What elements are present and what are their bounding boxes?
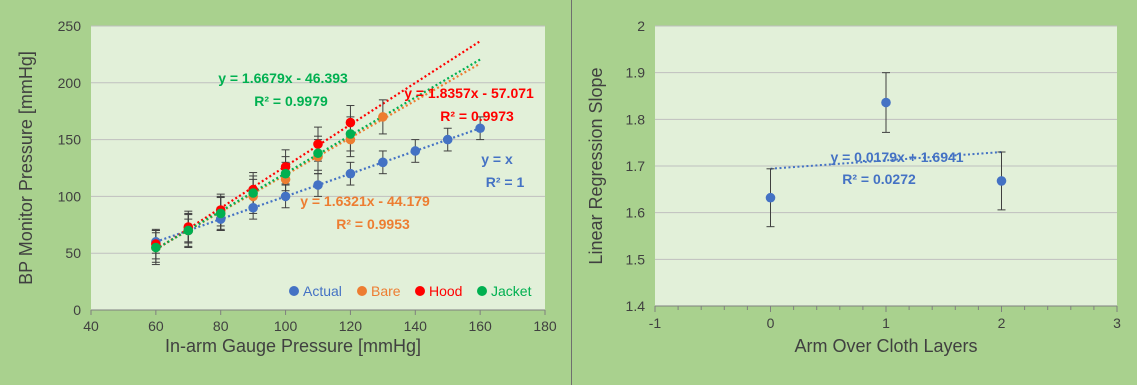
legend-label-hood: Hood xyxy=(429,283,462,299)
data-point-jacket xyxy=(280,168,291,179)
legend-label-bare: Bare xyxy=(371,283,401,299)
data-point-hood xyxy=(313,139,323,149)
y-tick-label: 50 xyxy=(65,245,81,261)
x-tick-label: 40 xyxy=(83,318,99,334)
trendline-r2-actual: R² = 1 xyxy=(486,174,525,190)
legend-marker-actual xyxy=(289,286,299,296)
x-tick-label: 180 xyxy=(533,318,557,334)
trendline-equation-jacket: y = 1.6679x - 46.393 xyxy=(218,70,348,86)
x-tick-label: 0 xyxy=(767,315,775,331)
data-point-actual xyxy=(313,180,323,190)
trendline-equation-actual: y = x xyxy=(481,151,513,167)
trendline-equation-bare: y = 1.6321x - 44.179 xyxy=(300,193,430,209)
data-point-actual xyxy=(475,123,485,134)
y-tick-label: 250 xyxy=(58,18,82,34)
bp-pressure-chart: 0 50 100 150 200 250 40 60 80 100 120 140 160 180 In-a… xyxy=(16,18,557,356)
trendline-bare xyxy=(155,62,481,250)
regression-slope-chart: 1.4 1.5 1.6 1.7 1.8 1.9 2 -1 0 1 2 3 Arm Over Cloth … xyxy=(586,18,1121,356)
legend-label-actual: Actual xyxy=(303,283,342,299)
data-point-jacket xyxy=(183,225,194,236)
y-tick-label: 150 xyxy=(58,132,82,148)
x-tick-label: 80 xyxy=(213,318,229,334)
data-point-actual xyxy=(410,146,421,156)
y-tick-label: 1.6 xyxy=(626,205,646,221)
data-point-jacket xyxy=(215,208,226,219)
y-tick-label: 2 xyxy=(637,18,645,34)
trendline-r2-hood: R² = 0.9973 xyxy=(440,108,514,124)
data-point-jacket xyxy=(345,129,356,139)
data-point-jacket xyxy=(248,188,258,198)
y-tick-label: 1.8 xyxy=(626,111,646,127)
data-point-actual xyxy=(378,157,388,168)
y-tick-label: 1.4 xyxy=(626,298,646,314)
data-point xyxy=(996,176,1007,186)
y-axis-title: Linear Regression Slope xyxy=(586,67,606,264)
trendline-equation: y = 0.0179x + 1.6941 xyxy=(830,149,963,165)
y-tick-label: 0 xyxy=(73,302,81,318)
data-point-actual xyxy=(345,168,356,179)
data-point-jacket xyxy=(313,148,323,159)
data-point-actual xyxy=(248,202,258,213)
y-tick-label: 1.5 xyxy=(626,251,646,267)
trendline-r2-jacket: R² = 0.9979 xyxy=(254,93,328,109)
x-tick-label: 160 xyxy=(468,318,492,334)
y-tick-label: 1.7 xyxy=(626,158,646,174)
x-axis-title: Arm Over Cloth Layers xyxy=(794,336,977,356)
y-tick-label: 100 xyxy=(58,188,82,204)
data-point xyxy=(881,97,891,108)
x-tick-label: 3 xyxy=(1113,315,1121,331)
trendline-r2-bare: R² = 0.9953 xyxy=(336,216,410,232)
legend-label-jacket: Jacket xyxy=(491,283,532,299)
x-axis-title: In-arm Gauge Pressure [mmHg] xyxy=(165,336,421,356)
x-tick-label: 2 xyxy=(998,315,1006,331)
data-point-bare xyxy=(378,112,388,122)
y-tick-label: 1.9 xyxy=(626,65,646,81)
x-tick-label: 140 xyxy=(404,318,428,334)
right-chart-panel: 1.4 1.5 1.6 1.7 1.8 1.9 2 -1 0 1 2 3 Arm Over Cloth … xyxy=(572,0,1137,385)
data-point-actual xyxy=(280,191,291,202)
trendline-equation-hood: y = 1.8357x - 57.071 xyxy=(404,85,534,101)
data-point-jacket xyxy=(151,242,161,253)
left-chart-panel: 0 50 100 150 200 250 40 60 80 100 120 140 160 180 In-a… xyxy=(16,0,572,385)
data-point xyxy=(765,192,776,203)
data-point-hood xyxy=(345,117,356,128)
y-tick-label: 200 xyxy=(58,75,82,91)
x-tick-label: 60 xyxy=(148,318,164,334)
trendline-hood xyxy=(155,40,481,251)
y-axis-title: BP Monitor Pressure [mmHg] xyxy=(16,51,36,285)
x-tick-label: -1 xyxy=(649,315,662,331)
data-point-actual xyxy=(442,134,453,145)
data-point-hood xyxy=(280,162,291,172)
legend-marker-hood xyxy=(415,286,425,296)
legend-marker-jacket xyxy=(477,286,487,296)
x-tick-label: 120 xyxy=(339,318,363,334)
x-tick-label: 100 xyxy=(274,318,298,334)
x-tick-label: 1 xyxy=(882,315,890,331)
legend-marker-bare xyxy=(357,286,367,296)
trendline-r2: R² = 0.0272 xyxy=(842,171,916,187)
